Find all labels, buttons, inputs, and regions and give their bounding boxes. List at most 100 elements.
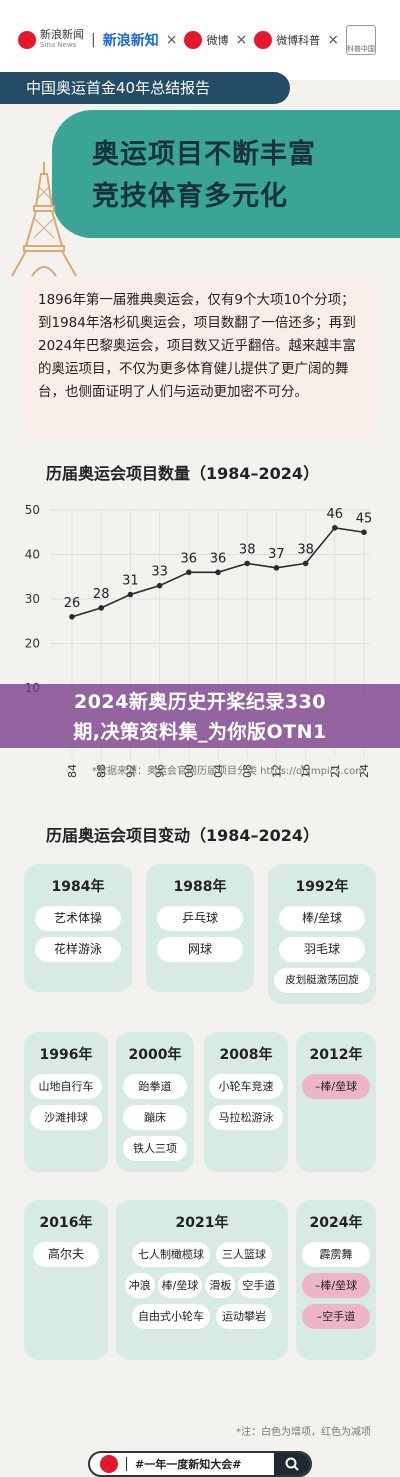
data-label: 38: [239, 542, 256, 557]
y-tick-label: 50: [25, 503, 40, 517]
data-label: 33: [151, 565, 168, 580]
card-year: 2012年: [309, 1047, 363, 1063]
event-pill: 铁人三项: [123, 1136, 187, 1161]
x-tick-label: 1996: [154, 764, 167, 778]
card-year: 1992年: [295, 879, 349, 895]
legend-note: *注：白色为增项，红色为减项: [236, 1427, 371, 1438]
weibo-logo: 微博: [184, 31, 228, 49]
event-pill: 马拉松游泳: [209, 1105, 283, 1130]
search-button[interactable]: [274, 1453, 310, 1475]
weibo-icon: [184, 31, 203, 49]
hero-line-1: 奥运项目不断丰富: [92, 139, 316, 170]
weibo-icon: [100, 1455, 118, 1473]
event-pill: 沙滩排球: [30, 1105, 102, 1130]
x-tick-label: 2012: [270, 764, 283, 778]
hashtag-text[interactable]: #一年一度新知大会#: [135, 1458, 242, 1471]
org-name: 科普中国: [346, 45, 375, 53]
card-year: 2024年: [309, 1215, 363, 1231]
x-tick-label: 2024: [358, 764, 371, 778]
sina-news-name: 新浪新闻: [40, 28, 84, 41]
data-label: 38: [297, 542, 314, 557]
x-tick-label: 2004: [212, 764, 225, 778]
event-pill: 霹雳舞: [302, 1242, 370, 1267]
sina-news-en: Sina News: [40, 41, 77, 49]
x-tick-label: 1984: [66, 764, 79, 778]
data-point: [127, 591, 134, 598]
y-tick-label: 30: [25, 592, 40, 606]
card-year: 2008年: [219, 1047, 273, 1063]
pill-row: 自由式小轮车 运动攀岩: [116, 1304, 288, 1329]
hero-title: 奥运项目不断丰富 竞技体育多元化: [92, 134, 382, 218]
data-point: [302, 560, 309, 567]
card-year: 2000年: [128, 1047, 182, 1063]
hero-line-2: 竞技体育多元化: [92, 181, 288, 212]
weibo-icon: [254, 31, 273, 49]
science-china-logo: 科普中国: [345, 25, 376, 55]
card-year: 2021年: [175, 1215, 229, 1231]
x-tick-label: 2021: [329, 764, 342, 778]
data-label: 36: [210, 551, 227, 566]
y-tick-label: 20: [25, 637, 40, 651]
changes-section-title: 历届奥运会项目变动（1984–2024）: [46, 826, 320, 845]
event-pill: 棒/垒球: [157, 1273, 203, 1298]
data-point: [332, 525, 338, 531]
sina-eye-icon: [18, 31, 36, 49]
event-pill: 七人制橄榄球: [132, 1242, 210, 1267]
year-card-2008: 2008年 小轮车竞速 马拉松游泳: [204, 1032, 288, 1172]
event-pill: 空手道: [238, 1273, 280, 1298]
sina-news-logo: 新浪新闻 Sina News: [18, 29, 84, 51]
data-source: *数据来源：奥运会官网历届项目分类 https://olympics.com: [92, 766, 365, 777]
event-pill: 网球: [157, 937, 243, 962]
removed-event-pill: –棒/垒球: [302, 1074, 370, 1099]
event-pill: 蹦床: [123, 1105, 187, 1130]
event-pill: 跆拳道: [123, 1074, 187, 1099]
data-label: 28: [93, 587, 110, 602]
x-tick-label: 1988: [95, 764, 108, 778]
times-icon: ×: [327, 32, 339, 48]
data-point: [273, 565, 280, 571]
removed-event-pill: –棒/垒球: [302, 1273, 370, 1298]
year-card-2024: 2024年 霹雳舞 –棒/垒球 –空手道: [296, 1200, 376, 1360]
event-pill: 棒/垒球: [279, 906, 365, 931]
data-label: 37: [268, 547, 285, 562]
bar-divider: [126, 1457, 127, 1471]
weibo-keji-name: 微博科普: [276, 34, 321, 47]
times-icon: ×: [165, 32, 178, 48]
data-point: [215, 569, 221, 576]
xinzhi-logo: 新浪新知: [102, 33, 159, 49]
logo-bar: 新浪新闻 Sina News | 新浪新知 × 微博 × 微博科普 × 科普中国: [0, 0, 400, 80]
overlay-banner: 2024新奥历史开桨纪录330 期,决策资料集_为你版OTN1: [0, 684, 400, 748]
weibo-name: 微博: [206, 34, 229, 47]
year-card-2021: 2021年 七人制橄榄球 三人篮球 冲浪 棒/垒球 滑板 空手道 自由式小轮车 …: [116, 1200, 288, 1360]
times-icon: ×: [235, 32, 248, 48]
weibo-keji-logo: 微博科普: [254, 31, 320, 49]
year-card-2012: 2012年 –棒/垒球: [296, 1032, 376, 1172]
event-pill: 自由式小轮车: [132, 1304, 210, 1329]
year-card-2000: 2000年 跆拳道 蹦床 铁人三项: [116, 1032, 194, 1172]
data-label: 45: [356, 511, 373, 526]
x-tick-label: 1992: [124, 764, 137, 778]
data-point: [156, 582, 163, 589]
year-card-1996: 1996年 山地自行车 沙滩排球: [24, 1032, 108, 1172]
year-card-1984: 1984年 艺术体操 花样游泳: [24, 864, 132, 992]
data-point: [69, 614, 75, 620]
overlay-line-2: 期,决策资料集_为你版OTN1: [73, 721, 327, 743]
event-pill: 羽毛球: [279, 937, 365, 962]
card-year: 2016年: [39, 1215, 93, 1231]
card-year: 1984年: [51, 879, 105, 895]
year-card-1992: 1992年 棒/垒球 羽毛球 皮划艇激荡回旋: [268, 864, 376, 1004]
hashtag-search-bar[interactable]: #一年一度新知大会#: [88, 1451, 312, 1477]
x-tick-label: 2000: [183, 764, 196, 778]
year-card-1988: 1988年 乒乓球 网球: [146, 864, 254, 992]
data-point: [361, 529, 367, 536]
report-title: 中国奥运首金40年总结报告: [0, 72, 290, 104]
y-tick-label: 40: [25, 548, 40, 562]
event-pill: 皮划艇激荡回旋: [274, 968, 370, 993]
overlay-line-1: 2024新奥历史开桨纪录330: [73, 691, 327, 713]
event-pill: 三人篮球: [216, 1242, 272, 1267]
logo-divider: |: [91, 32, 96, 48]
x-tick-label: 2016: [300, 764, 313, 778]
year-card-2016: 2016年 高尔夫: [24, 1200, 108, 1360]
pill-row: 七人制橄榄球 三人篮球: [116, 1242, 288, 1267]
x-tick-label: 2008: [241, 764, 254, 778]
